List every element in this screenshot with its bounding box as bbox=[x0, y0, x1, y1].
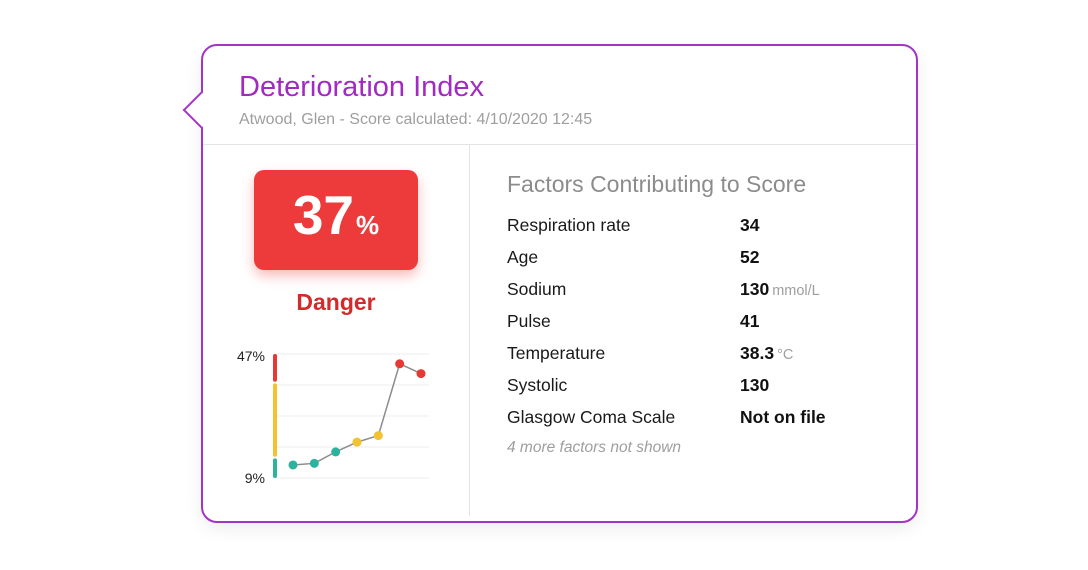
score-badge: 37 % bbox=[254, 170, 418, 271]
factors-heading: Factors Contributing to Score bbox=[507, 171, 807, 198]
factor-label: Systolic bbox=[507, 375, 568, 396]
factor-value: 41 bbox=[740, 311, 760, 332]
factor-unit: °C bbox=[777, 347, 794, 364]
score-percent-sign: % bbox=[356, 210, 380, 241]
y-min-label: 9% bbox=[244, 470, 265, 487]
factor-value: 34 bbox=[740, 215, 760, 236]
table-row: Temperature 38.3 °C bbox=[507, 343, 886, 364]
score-trend-chart: 47% 9% bbox=[229, 348, 469, 488]
factor-label: Age bbox=[507, 247, 539, 268]
table-row: Age 52 bbox=[507, 247, 886, 268]
factor-value: 52 bbox=[740, 247, 760, 268]
more-factors-note: 4 more factors not shown bbox=[507, 439, 682, 457]
score-value: 37 bbox=[292, 184, 355, 247]
factor-label: Temperature bbox=[507, 343, 606, 364]
chart-y-axis-labels: 47% 9% bbox=[229, 348, 271, 488]
factor-value: 38.3 bbox=[740, 343, 775, 364]
column-divider bbox=[469, 145, 470, 517]
factors-column: Factors Contributing to Score Respiratio… bbox=[470, 145, 916, 516]
factor-value: 130 bbox=[740, 279, 770, 300]
factor-label: Pulse bbox=[507, 311, 551, 332]
factor-value: 130 bbox=[740, 375, 770, 396]
table-row: Sodium 130 mmol/L bbox=[507, 279, 886, 300]
patient-subtitle: Atwood, Glen - Score calculated: 4/10/20… bbox=[239, 111, 593, 129]
score-column: 37 % Danger 47% 9% bbox=[203, 145, 469, 516]
header-divider bbox=[203, 144, 916, 146]
page-title: Deterioration Index bbox=[239, 71, 485, 103]
factor-label: Sodium bbox=[507, 279, 567, 300]
card-header: Deterioration Index Atwood, Glen - Score… bbox=[203, 46, 916, 144]
factor-value: Not on file bbox=[740, 407, 826, 428]
factor-label: Respiration rate bbox=[507, 215, 631, 236]
risk-level-label: Danger bbox=[296, 289, 376, 316]
table-row: Systolic 130 bbox=[507, 375, 886, 396]
deterioration-index-card: Deterioration Index Atwood, Glen - Score… bbox=[182, 44, 918, 523]
factor-label: Glasgow Coma Scale bbox=[507, 407, 676, 428]
factor-unit: mmol/L bbox=[772, 283, 820, 300]
table-row: Pulse 41 bbox=[507, 311, 886, 332]
card-body: 37 % Danger 47% 9% Factors Contributing … bbox=[203, 145, 916, 517]
y-max-label: 47% bbox=[236, 348, 265, 365]
sparkline-chart bbox=[273, 353, 429, 479]
table-row: Respiration rate 34 bbox=[507, 215, 886, 236]
table-row: Glasgow Coma Scale Not on file bbox=[507, 407, 886, 428]
